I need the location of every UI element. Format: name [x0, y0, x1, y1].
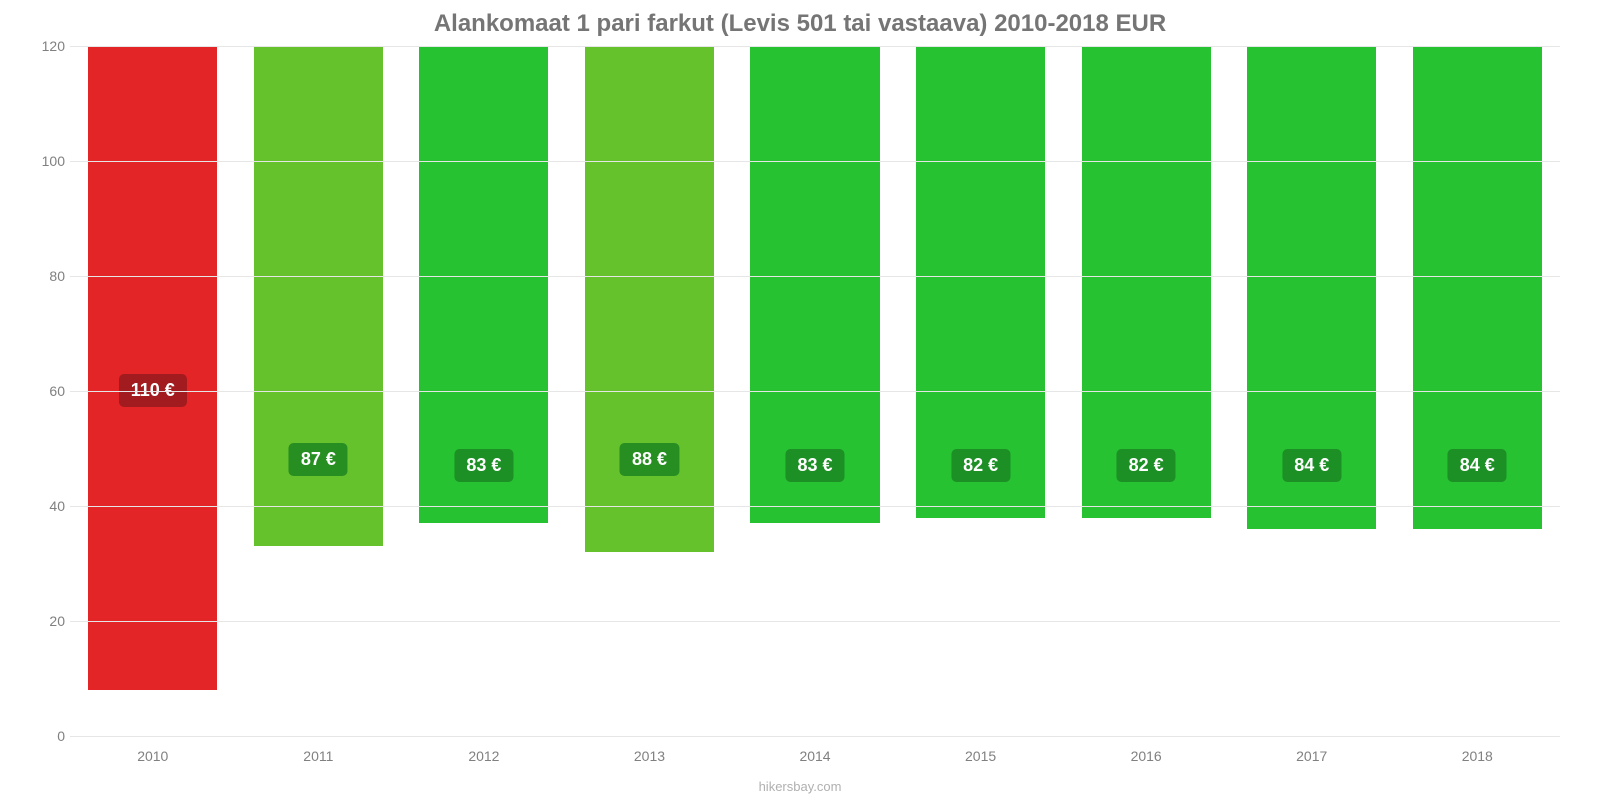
y-tick: 80: [30, 268, 65, 284]
y-tick: 120: [30, 38, 65, 54]
y-tick: 0: [30, 728, 65, 744]
x-tick: 2013: [634, 748, 665, 764]
grid-line: [70, 391, 1560, 392]
x-tick: 2018: [1462, 748, 1493, 764]
x-tick: 2010: [137, 748, 168, 764]
bar-value-label: 87 €: [289, 443, 348, 476]
y-tick: 60: [30, 383, 65, 399]
grid-line: [70, 506, 1560, 507]
bar: [916, 46, 1045, 518]
y-tick: 20: [30, 613, 65, 629]
bar-value-label: 82 €: [951, 449, 1010, 482]
chart-title: Alankomaat 1 pari farkut (Levis 501 tai …: [20, 10, 1580, 38]
grid-line: [70, 736, 1560, 737]
attribution: hikersbay.com: [0, 779, 1600, 794]
grid-line: [70, 621, 1560, 622]
plot-area: 110 €201087 €201183 €201288 €201383 €201…: [70, 46, 1560, 736]
x-tick: 2015: [965, 748, 996, 764]
grid-line: [70, 276, 1560, 277]
bar-value-label: 84 €: [1448, 449, 1507, 482]
x-tick: 2014: [799, 748, 830, 764]
x-tick: 2011: [303, 748, 333, 764]
x-tick: 2012: [468, 748, 499, 764]
chart-container: Alankomaat 1 pari farkut (Levis 501 tai …: [0, 0, 1600, 800]
bar: [88, 46, 217, 690]
bar: [1082, 46, 1211, 518]
bar-value-label: 88 €: [620, 443, 679, 476]
x-tick: 2017: [1296, 748, 1327, 764]
y-tick: 100: [30, 153, 65, 169]
bar-value-label: 84 €: [1282, 449, 1341, 482]
bar-value-label: 83 €: [786, 449, 845, 482]
bar-value-label: 83 €: [454, 449, 513, 482]
grid-line: [70, 46, 1560, 47]
y-tick: 40: [30, 498, 65, 514]
x-tick: 2016: [1131, 748, 1162, 764]
grid-line: [70, 161, 1560, 162]
bar: [585, 46, 714, 552]
bar-value-label: 82 €: [1117, 449, 1176, 482]
